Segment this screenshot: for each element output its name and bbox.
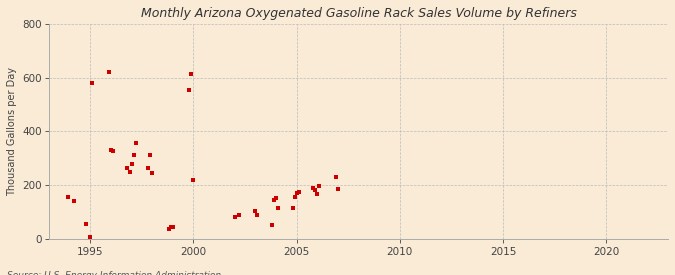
Point [234,212,244,217]
Point [62,195,73,199]
Point [271,196,281,201]
Point [103,70,114,75]
Point [105,148,116,152]
Point [147,171,158,175]
Point [312,192,323,197]
Point [267,223,277,227]
Point [81,222,92,226]
Point [142,165,153,170]
Point [308,186,319,190]
Point [230,215,240,219]
Point [126,161,137,166]
Point [331,175,342,179]
Point [252,212,263,217]
Point [294,189,304,194]
Point [333,187,344,191]
Point [250,208,261,213]
Point [314,184,325,189]
Point [269,197,279,202]
Point [287,206,298,210]
Title: Monthly Arizona Oxygenated Gasoline Rack Sales Volume by Refiners: Monthly Arizona Oxygenated Gasoline Rack… [140,7,576,20]
Point [273,206,284,210]
Point [184,87,195,92]
Point [87,81,98,85]
Point [122,165,133,170]
Point [128,153,139,158]
Point [68,199,79,203]
Point [144,153,155,158]
Point [165,225,176,230]
Point [130,141,141,145]
Point [163,227,174,232]
Point [124,169,135,174]
Point [289,195,300,199]
Text: Source: U.S. Energy Information Administration: Source: U.S. Energy Information Administ… [7,271,221,275]
Point [107,149,118,154]
Point [310,188,321,192]
Point [188,177,199,182]
Point [186,72,197,76]
Point [292,191,302,195]
Point [85,235,96,240]
Point [167,225,178,230]
Y-axis label: Thousand Gallons per Day: Thousand Gallons per Day [7,67,17,196]
